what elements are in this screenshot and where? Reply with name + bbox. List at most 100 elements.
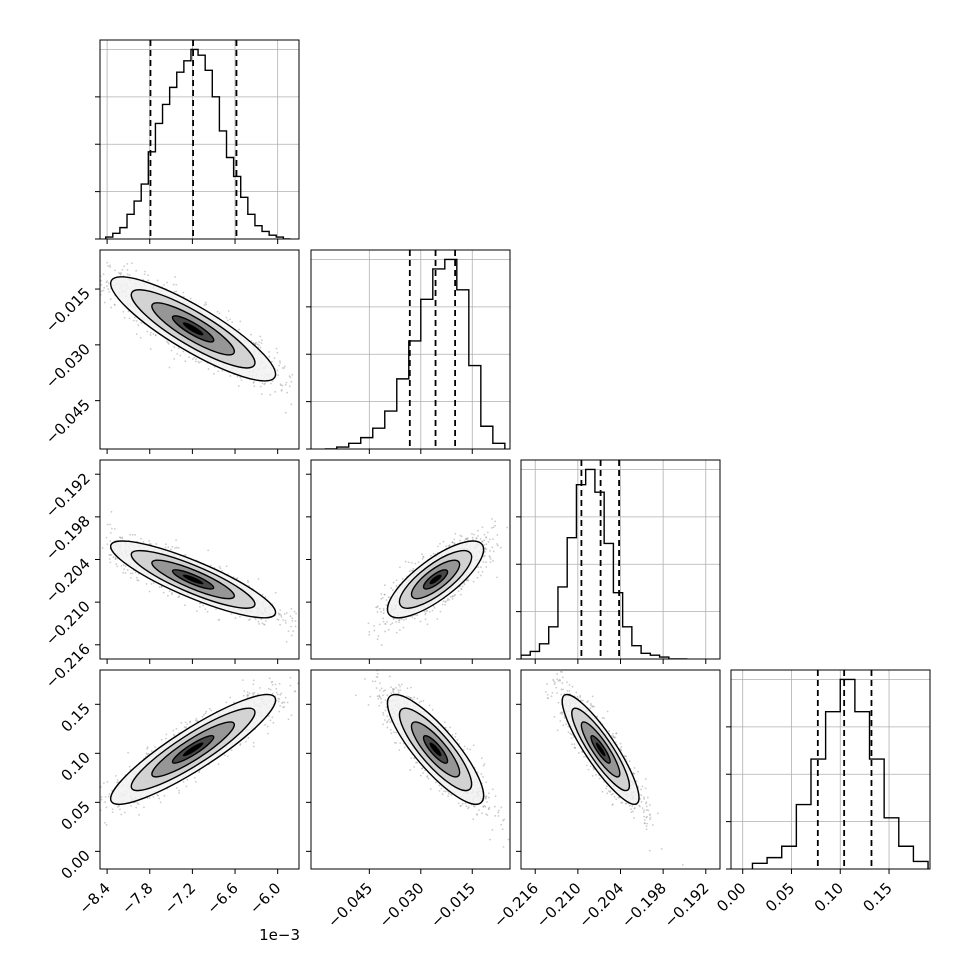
scatter-point	[274, 390, 277, 393]
scatter-point	[376, 638, 379, 641]
scatter-point	[209, 564, 212, 567]
scatter-point	[173, 346, 176, 348]
scatter-point	[408, 570, 411, 572]
scatter-point	[466, 537, 469, 540]
contour-line	[171, 569, 215, 590]
scatter-point	[380, 610, 382, 613]
scatter-point	[485, 561, 488, 564]
scatter-point	[383, 593, 386, 596]
scatter-point	[276, 369, 279, 372]
scatter-point	[395, 579, 398, 582]
scatter-point	[83, 276, 85, 278]
scatter-point	[249, 618, 251, 621]
scatter-point	[279, 623, 281, 626]
scatter-point	[483, 539, 486, 541]
scatter-point	[488, 538, 491, 541]
scatter-point	[164, 543, 167, 546]
scatter-point	[131, 572, 134, 575]
scatter-point	[109, 298, 112, 301]
scatter-point	[79, 544, 81, 546]
scatter-point	[266, 732, 269, 735]
contour-line	[151, 302, 236, 356]
scatter-point	[274, 591, 277, 594]
scatter-point	[234, 617, 237, 620]
scatter-point	[459, 593, 462, 596]
scatter-point	[110, 527, 113, 530]
scatter-point	[439, 610, 442, 613]
scatter-point	[300, 626, 302, 628]
scatter-point	[261, 593, 264, 596]
scatter-point	[276, 693, 279, 696]
scatter-point	[137, 803, 140, 806]
scatter-point	[275, 347, 278, 350]
contour-line	[398, 549, 473, 609]
scatter-point	[485, 548, 488, 551]
scatter-point	[481, 570, 484, 573]
scatter-point	[264, 620, 267, 622]
scatter-point	[109, 523, 112, 526]
scatter-point	[260, 342, 263, 344]
scatter-point	[162, 591, 165, 594]
scatter-point	[485, 566, 488, 568]
scatter-point	[398, 621, 400, 624]
scatter-point	[89, 540, 91, 542]
scatter-point	[167, 594, 169, 597]
scatter-point	[453, 538, 456, 541]
scatter-point	[421, 553, 423, 556]
scatter-point	[230, 613, 233, 615]
scatter-point	[103, 301, 106, 304]
scatter-point	[286, 701, 289, 704]
scatter-point	[400, 618, 403, 621]
scatter-point	[368, 630, 371, 633]
scatter-point	[398, 566, 401, 569]
scatter-point	[445, 545, 447, 548]
scatter-point	[448, 599, 451, 601]
contour-line	[151, 559, 236, 600]
scatter-point	[98, 262, 100, 264]
scatter-point	[380, 644, 383, 646]
scatter-point	[261, 339, 263, 342]
scatter-point	[205, 710, 208, 713]
scatter-point	[102, 289, 105, 292]
scatter-point	[293, 610, 296, 613]
scatter-point	[136, 579, 139, 582]
scatter-point	[94, 806, 96, 808]
scatter-point	[83, 280, 85, 282]
scatter-point	[391, 622, 394, 625]
scatter-point	[398, 629, 401, 631]
scatter-point	[477, 529, 479, 532]
scatter-point	[257, 577, 260, 580]
scatter-point	[171, 545, 174, 548]
scatter-point	[492, 550, 495, 553]
scatter-point	[106, 781, 109, 783]
scatter-point	[73, 259, 75, 261]
scatter-point	[451, 598, 454, 600]
scatter-point	[168, 366, 171, 369]
scatter-point	[286, 391, 289, 394]
scatter-point	[367, 622, 370, 625]
scatter-point	[280, 384, 282, 387]
scatter-point	[136, 576, 138, 579]
scatter-point	[382, 617, 385, 620]
scatter-contents	[79, 510, 309, 643]
scatter-point	[307, 635, 309, 637]
scatter-point	[387, 596, 390, 599]
scatter-point	[137, 324, 140, 326]
scatter-point	[419, 620, 422, 623]
scatter-point	[106, 261, 108, 264]
scatter-point	[230, 749, 233, 752]
scatter-point	[94, 277, 96, 279]
scatter-point	[215, 608, 217, 611]
scatter-point	[488, 555, 491, 558]
scatter-point	[382, 607, 385, 610]
scatter-point	[247, 581, 250, 584]
scatter-point	[221, 569, 223, 572]
scatter-point	[376, 611, 379, 613]
scatter-point	[246, 579, 249, 582]
scatter-point	[86, 269, 88, 271]
scatter-point	[384, 584, 386, 587]
scatter-point	[69, 255, 71, 257]
scatter-point	[421, 557, 424, 560]
scatter-point	[217, 370, 220, 373]
scatter-point	[108, 553, 111, 556]
